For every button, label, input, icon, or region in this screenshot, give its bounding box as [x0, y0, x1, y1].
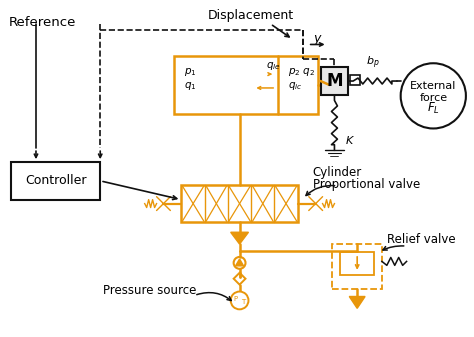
Bar [340, 252, 374, 275]
Text: Cylinder: Cylinder [313, 166, 362, 179]
Bar [332, 244, 382, 288]
Polygon shape [231, 232, 248, 244]
Text: Reference: Reference [9, 16, 76, 29]
Text: Pressure source: Pressure source [103, 284, 196, 297]
Text: force: force [419, 93, 447, 103]
Bar [181, 185, 298, 222]
Bar [174, 56, 318, 114]
Bar [11, 162, 100, 200]
Text: $K$: $K$ [346, 134, 356, 146]
Text: Proportional valve: Proportional valve [313, 178, 420, 191]
Text: $p_1$: $p_1$ [184, 66, 197, 78]
Circle shape [401, 63, 466, 128]
Text: External: External [410, 81, 456, 91]
Text: Controller: Controller [25, 174, 86, 187]
Text: Displacement: Displacement [208, 9, 293, 22]
Text: M: M [326, 72, 343, 90]
Bar [350, 75, 360, 85]
Polygon shape [236, 259, 244, 266]
Text: $q_{ic}$: $q_{ic}$ [288, 80, 302, 92]
Text: $p_2\ q_2$: $p_2\ q_2$ [288, 66, 315, 78]
Text: $q_1$: $q_1$ [184, 80, 197, 92]
Bar [320, 67, 348, 95]
Circle shape [231, 292, 248, 309]
Text: P: P [234, 297, 237, 302]
Polygon shape [349, 297, 365, 308]
Text: $b_p$: $b_p$ [366, 55, 380, 71]
Text: $F_L$: $F_L$ [427, 101, 440, 116]
Text: T: T [242, 299, 246, 305]
Text: $y$: $y$ [313, 33, 322, 47]
Text: Relief valve: Relief valve [387, 233, 456, 246]
Text: $q_{le}$: $q_{le}$ [266, 60, 281, 72]
